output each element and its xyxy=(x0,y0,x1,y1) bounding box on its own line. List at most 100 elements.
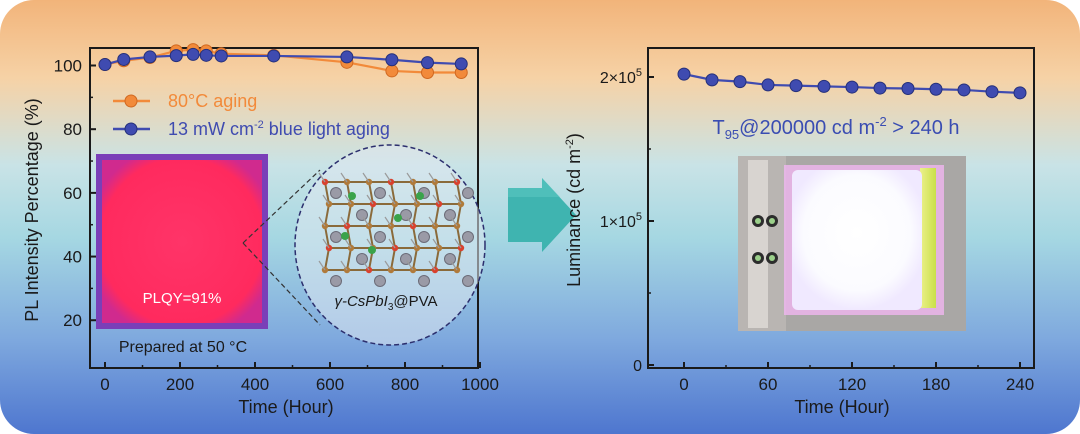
crystal-bond xyxy=(434,225,440,249)
left-series-point-1 xyxy=(199,48,213,62)
plqy-label: PLQY=91% xyxy=(143,290,222,307)
crystal-bond xyxy=(368,225,374,249)
right-series-point-0 xyxy=(733,75,747,89)
crystal-label-sub: 3 xyxy=(388,302,394,313)
device-photo xyxy=(738,156,966,331)
crystal-h-bond xyxy=(344,238,352,249)
crystal-bond xyxy=(390,181,396,205)
right-series-point-0 xyxy=(817,79,831,93)
crystal-h-bond xyxy=(366,194,374,205)
crystal-h-bond xyxy=(388,238,396,249)
crystal-h-bond xyxy=(340,216,348,227)
left-y-tick-label: 40 xyxy=(63,248,82,267)
crystal-pb-atom xyxy=(374,275,386,287)
crystal-h-bond xyxy=(428,260,436,271)
crystal-pb-atom xyxy=(330,275,342,287)
device-contact-probes xyxy=(752,215,778,264)
legend-marker-orange xyxy=(124,94,138,108)
crystal-bond xyxy=(346,247,352,271)
right-series-point-0 xyxy=(789,79,803,93)
right-series-point-0 xyxy=(677,67,691,81)
crystal-h-bond xyxy=(322,194,330,205)
right-chevron-arrow-icon xyxy=(508,178,576,252)
t95-t: T xyxy=(712,117,724,139)
t95-annotation: T95@200000 cd m-2 > 240 h xyxy=(712,114,959,142)
crystal-h-bond xyxy=(322,238,330,249)
crystal-h-bond xyxy=(410,194,418,205)
crystal-h-bond xyxy=(450,216,458,227)
right-series-point-0 xyxy=(1013,86,1027,100)
right-series-group xyxy=(677,67,1027,100)
right-series-point-0 xyxy=(985,85,999,99)
crystal-pb-atom xyxy=(330,231,342,243)
left-series-point-1 xyxy=(186,47,200,61)
right-x-axis-label: Time (Hour) xyxy=(794,397,889,417)
crystal-bond xyxy=(368,203,374,227)
crystal-pb-atom xyxy=(418,275,430,287)
left-series-point-0 xyxy=(385,64,399,78)
crystal-bond xyxy=(434,247,440,271)
t95-sub: 95 xyxy=(725,127,739,142)
crystal-h-bond xyxy=(432,194,440,205)
left-series-point-1 xyxy=(454,57,468,71)
crystal-h-bond xyxy=(318,216,326,227)
crystal-h-bond xyxy=(454,238,462,249)
crystal-pb-atom xyxy=(400,209,412,221)
crystal-h-bond xyxy=(344,194,352,205)
crystal-bond xyxy=(324,203,330,227)
left-y-tick-label: 80 xyxy=(63,120,82,139)
crystal-h-bond xyxy=(384,260,392,271)
right-series-point-0 xyxy=(705,73,719,87)
left-series-point-1 xyxy=(385,53,399,67)
crystal-bond xyxy=(346,181,352,205)
crystal-circle xyxy=(294,144,486,346)
right-y-tick-group: 0 1×105 2×105 xyxy=(600,67,654,375)
right-ylabel-sup: -2 xyxy=(564,139,576,149)
left-legend: 80°C aging 13 mW cm-2 blue light aging xyxy=(113,91,390,139)
crystal-bond xyxy=(456,181,462,205)
device-green-edge xyxy=(920,168,936,308)
crystal-bond xyxy=(456,247,462,271)
left-series-point-1 xyxy=(98,58,112,72)
crystal-structure-inset: γ-CsPbI3@PVA xyxy=(294,144,486,346)
legend-label-orange: 80°C aging xyxy=(168,91,257,111)
legend-marker-blue xyxy=(124,122,138,136)
left-series-point-1 xyxy=(340,50,354,64)
left-chart: 20 40 60 80 100 0 200 400 600 800 1000 PLQY=91% P… xyxy=(22,43,499,417)
left-x-tick-label: 800 xyxy=(391,375,419,394)
device-photo-strip xyxy=(748,160,768,328)
crystal-bond xyxy=(390,225,396,249)
probe-dot xyxy=(755,255,761,261)
left-series-point-1 xyxy=(267,49,281,63)
prepared-label: Prepared at 50 °C xyxy=(119,339,247,356)
crystal-h-bond xyxy=(450,260,458,271)
right-ylabel-pre: Luminance (cd m xyxy=(564,149,584,287)
left-x-tick-label: 200 xyxy=(166,375,194,394)
crystal-pb-atom xyxy=(374,231,386,243)
crystal-h-bond xyxy=(340,172,348,183)
right-x-tick-label: 240 xyxy=(1006,375,1034,394)
crystal-bond xyxy=(412,247,418,271)
probe-dot xyxy=(769,218,775,224)
right-series-point-0 xyxy=(873,81,887,95)
probe-dot xyxy=(755,218,761,224)
crystal-bond xyxy=(346,225,352,249)
left-x-tick-label: 1000 xyxy=(461,375,499,394)
left-series-point-1 xyxy=(421,56,434,70)
crystal-bond xyxy=(456,225,462,249)
crystal-pb-atom xyxy=(418,231,430,243)
crystal-cs-atom xyxy=(368,246,376,254)
crystal-bond xyxy=(434,203,440,227)
crystal-pb-atom xyxy=(400,253,412,265)
crystal-label-post: @PVA xyxy=(393,293,437,310)
right-y-axis-label: Luminance (cd m-2) xyxy=(564,133,584,287)
crystal-h-bond xyxy=(362,260,370,271)
plqy-inset: PLQY=91% Prepared at 50 °C xyxy=(96,154,268,356)
crystal-bond xyxy=(324,225,330,249)
crystal-h-bond xyxy=(362,172,370,183)
crystal-icon xyxy=(318,172,474,287)
crystal-pb-atom xyxy=(462,231,474,243)
left-series-point-1 xyxy=(117,52,131,66)
crystal-cs-atom xyxy=(348,192,356,200)
